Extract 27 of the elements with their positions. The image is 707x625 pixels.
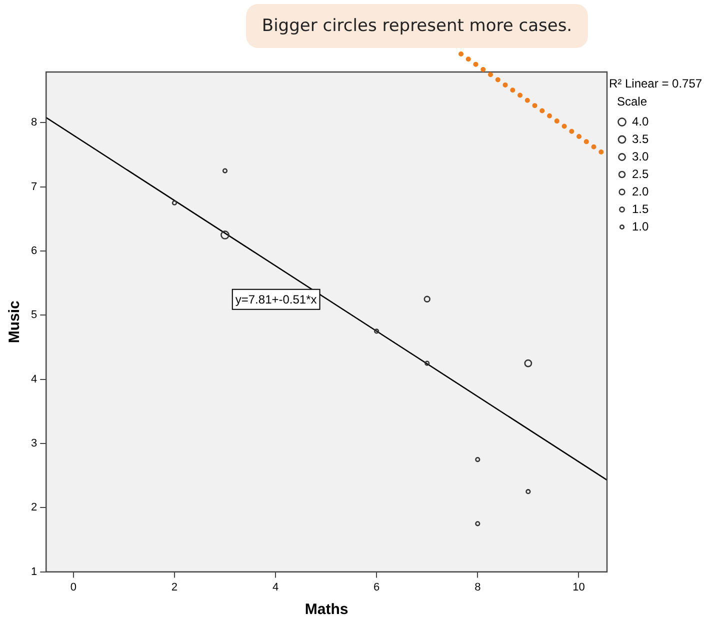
y-tick-label: 7 [30, 180, 38, 193]
x-tick-label: 10 [572, 581, 585, 594]
legend-label: 1.0 [632, 219, 650, 234]
y-tick-label: 2 [30, 502, 38, 514]
x-tick-label: 8 [474, 581, 481, 594]
y-axis-title: Music [6, 300, 24, 344]
legend-label: 3.0 [632, 149, 650, 164]
legend-label: 3.5 [632, 132, 650, 146]
y-tick-label: 3 [30, 438, 38, 450]
text: Bigger circles represent more cases. [246, 4, 588, 48]
x-tick-label: 6 [374, 581, 380, 594]
y-tick-label: 1 [30, 566, 38, 578]
x-axis-title: Maths [304, 601, 348, 618]
legend-label: 2.0 [632, 184, 650, 198]
legend-label: 1.5 [632, 202, 650, 216]
x-tick-label: 0 [70, 581, 76, 594]
x-tick-label: 4 [272, 581, 279, 594]
y-tick-label: 8 [30, 116, 38, 129]
legend-label: 2.5 [632, 166, 650, 181]
y-tick-label: 4 [30, 373, 38, 386]
text: R² Linear = 0.757 [609, 76, 702, 90]
x-tick-label: 2 [171, 581, 178, 594]
legend-title: Scale [617, 94, 648, 108]
y-tick-label: 6 [30, 245, 38, 258]
annotation: y=7.81+-0.51*x [235, 292, 317, 307]
legend-label: 4.0 [632, 114, 650, 128]
y-tick-label: 5 [30, 309, 38, 322]
